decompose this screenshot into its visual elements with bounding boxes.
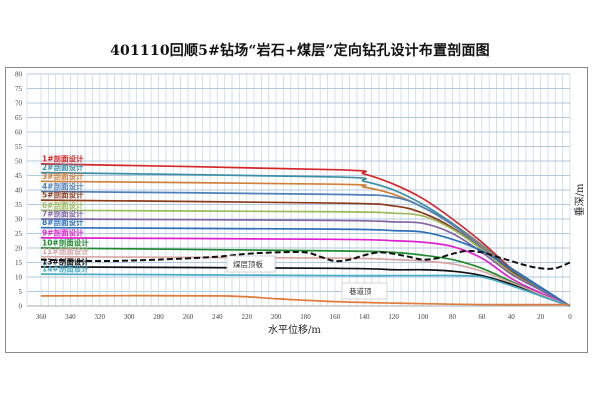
series-line-hole-7 (40, 218, 571, 307)
coal-roof-label: 煤层顶板 (233, 259, 263, 269)
x-tick-label: 40 (508, 313, 516, 321)
series-label: 10#剖面设计 (42, 238, 89, 248)
y-tick-label: 55 (15, 143, 23, 151)
y-tick-label: 30 (15, 216, 23, 224)
y-tick-label: 25 (15, 230, 23, 238)
y-tick-label: 35 (15, 201, 23, 209)
series-label: 14#剖面设计 (42, 264, 89, 274)
series-line-hole-13 (40, 273, 571, 307)
x-tick-label: 200 (271, 313, 282, 321)
x-tick-label: 160 (330, 313, 341, 321)
y-tick-label: 5 (19, 288, 23, 296)
series-label: 6#剖面设计 (42, 200, 84, 210)
y-tick-label: 15 (15, 259, 23, 267)
series-label: 13#剖面设计 (42, 256, 89, 266)
chart-title: 401110回顺5#钻场“岩石+煤层”定向钻孔设计布置剖面图 (110, 43, 490, 59)
annotation-coal-roof: 煤层顶板 (226, 255, 276, 273)
series-line-hole-9 (40, 237, 571, 307)
y-tick-label: 75 (15, 85, 23, 93)
x-tick-label: 120 (388, 313, 399, 321)
x-tick-label: 60 (478, 313, 486, 321)
series-line-coal-roof (40, 249, 571, 270)
y-tick-label: 65 (15, 114, 23, 122)
annotation-roadway-top: 巷道顶 (341, 282, 388, 300)
series-line-hole-8 (40, 226, 571, 307)
x-tick-label: 260 (183, 313, 194, 321)
series-label: 4#剖面设计 (42, 181, 84, 191)
series-label: 3#剖面设计 (42, 171, 84, 181)
series-label: 1#剖面设计 (42, 153, 84, 163)
y-tick-label: 80 (15, 71, 23, 79)
series-label: 11#剖面设计 (42, 246, 89, 256)
series-label: 2#剖面设计 (42, 162, 84, 172)
x-tick-label: 360 (36, 313, 47, 321)
series-label: 5#剖面设计 (42, 190, 84, 200)
y-tick-label: 10 (15, 274, 23, 282)
y-tick-label: 60 (15, 129, 23, 137)
x-tick-label: 0 (568, 313, 572, 321)
series-label: 9#剖面设计 (42, 227, 84, 237)
x-tick-label: 280 (153, 313, 164, 321)
y-axis-ticks: 0 5 10 15 20 25 30 35 40 45 50 55 60 65 70 75 80 (15, 71, 23, 311)
x-tick-label: 340 (65, 313, 76, 321)
roadway-top-label: 巷道顶 (349, 286, 372, 296)
series-lines (40, 163, 571, 307)
x-tick-label: 100 (418, 313, 429, 321)
series-line-roadway-top (40, 294, 571, 306)
series-label: 8#剖面设计 (42, 217, 84, 227)
y-axis-title: 垂深/m (574, 183, 586, 216)
x-tick-label: 140 (359, 313, 370, 321)
x-tick-label: 180 (300, 313, 311, 321)
x-tick-label: 320 (95, 313, 106, 321)
y-tick-label: 20 (15, 245, 23, 253)
x-tick-label: 240 (212, 313, 223, 321)
x-tick-label: 220 (241, 313, 252, 321)
series-label: 7#剖面设计 (42, 209, 84, 219)
series-labels: 1#剖面设计2#剖面设计3#剖面设计4#剖面设计5#剖面设计6#剖面设计7#剖面… (42, 153, 89, 273)
x-tick-label: 300 (124, 313, 135, 321)
x-tick-label: 80 (449, 313, 457, 321)
chart-frame (5, 67, 588, 353)
x-tick-label: 20 (537, 313, 545, 321)
series-line-hole-2 (40, 171, 571, 307)
y-tick-label: 0 (19, 303, 23, 311)
x-axis-title: 水平位移/m (268, 323, 321, 336)
y-tick-label: 70 (15, 100, 23, 108)
series-line-hole-11 (40, 255, 571, 307)
x-axis-ticks: 360 340 320 300 280 260 240 220 200 180 160 140 120 1… (36, 313, 573, 321)
y-tick-label: 45 (15, 172, 23, 180)
y-tick-label: 40 (15, 187, 23, 195)
y-tick-label: 50 (15, 158, 23, 166)
